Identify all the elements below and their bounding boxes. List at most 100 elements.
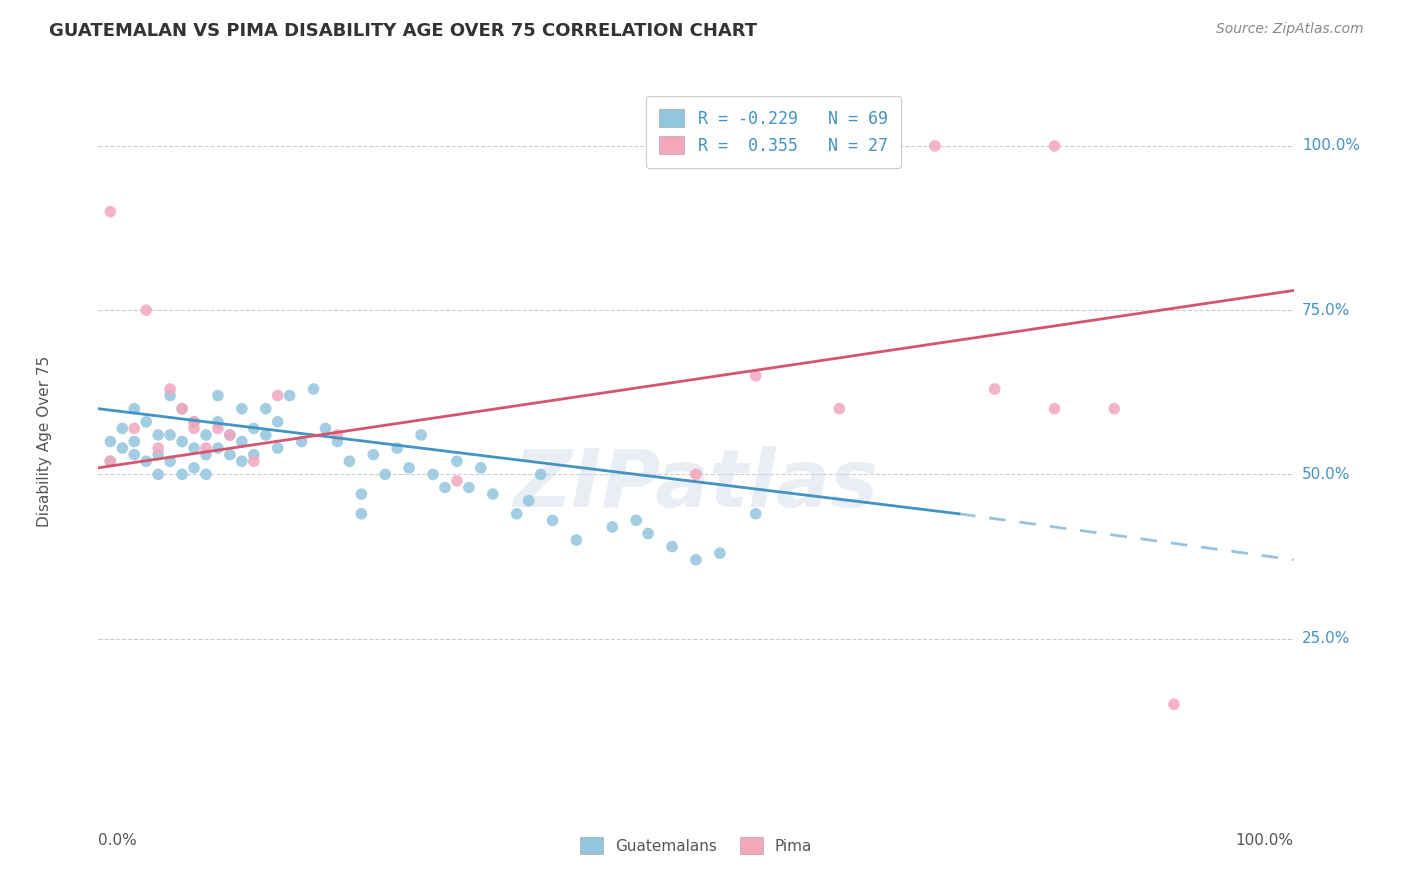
Point — [135, 415, 157, 429]
Point — [804, 139, 827, 153]
Point — [434, 481, 457, 495]
Point — [183, 441, 205, 455]
Point — [124, 401, 146, 416]
Text: 50.0%: 50.0% — [1302, 467, 1350, 482]
Point — [98, 434, 122, 449]
Point — [195, 441, 218, 455]
Point — [661, 540, 683, 554]
Point — [135, 303, 157, 318]
Point — [195, 467, 218, 482]
Point — [254, 428, 277, 442]
Point — [517, 493, 540, 508]
Point — [565, 533, 588, 547]
Point — [398, 460, 420, 475]
Point — [685, 467, 707, 482]
Point — [828, 401, 851, 416]
Point — [148, 428, 170, 442]
Point — [530, 467, 553, 482]
Text: 75.0%: 75.0% — [1302, 302, 1350, 318]
Point — [709, 546, 731, 560]
Point — [745, 507, 768, 521]
Point — [374, 467, 396, 482]
Point — [626, 513, 648, 527]
Point — [219, 428, 242, 442]
Point — [1043, 401, 1066, 416]
Point — [183, 415, 205, 429]
Text: 25.0%: 25.0% — [1302, 632, 1350, 646]
Point — [326, 428, 349, 442]
Point — [350, 507, 373, 521]
Text: GUATEMALAN VS PIMA DISABILITY AGE OVER 75 CORRELATION CHART: GUATEMALAN VS PIMA DISABILITY AGE OVER 7… — [49, 22, 758, 40]
Point — [111, 421, 134, 435]
Point — [183, 415, 205, 429]
Point — [98, 454, 122, 468]
Point — [172, 401, 194, 416]
Point — [267, 388, 290, 402]
Point — [267, 441, 290, 455]
Point — [924, 139, 946, 153]
Point — [148, 467, 170, 482]
Point — [865, 139, 887, 153]
Point — [207, 388, 229, 402]
Point — [124, 421, 146, 435]
Point — [148, 441, 170, 455]
Point — [98, 454, 122, 468]
Point — [385, 441, 409, 455]
Legend: Guatemalans, Pima: Guatemalans, Pima — [574, 831, 818, 860]
Point — [685, 553, 707, 567]
Point — [984, 382, 1007, 396]
Point — [159, 428, 181, 442]
Point — [135, 454, 157, 468]
Point — [637, 526, 659, 541]
Point — [326, 434, 349, 449]
Point — [207, 421, 229, 435]
Point — [1104, 401, 1126, 416]
Point — [159, 454, 181, 468]
Point — [183, 460, 205, 475]
Point — [207, 441, 229, 455]
Point — [172, 467, 194, 482]
Point — [231, 454, 253, 468]
Point — [148, 448, 170, 462]
Point — [602, 520, 624, 534]
Point — [267, 415, 290, 429]
Point — [124, 434, 146, 449]
Point — [219, 448, 242, 462]
Point — [411, 428, 433, 442]
Point — [339, 454, 361, 468]
Point — [446, 454, 468, 468]
Point — [278, 388, 301, 402]
Point — [254, 401, 277, 416]
Point — [159, 382, 181, 396]
Text: Source: ZipAtlas.com: Source: ZipAtlas.com — [1216, 22, 1364, 37]
Text: Disability Age Over 75: Disability Age Over 75 — [37, 356, 52, 527]
Point — [1043, 139, 1066, 153]
Point — [195, 448, 218, 462]
Point — [172, 434, 194, 449]
Point — [207, 415, 229, 429]
Point — [243, 421, 266, 435]
Point — [159, 388, 181, 402]
Point — [458, 481, 481, 495]
Point — [482, 487, 505, 501]
Point — [506, 507, 529, 521]
Point — [315, 421, 337, 435]
Point — [98, 204, 122, 219]
Point — [350, 487, 373, 501]
Text: 100.0%: 100.0% — [1302, 138, 1360, 153]
Point — [243, 454, 266, 468]
Point — [291, 434, 314, 449]
Point — [219, 428, 242, 442]
Point — [231, 434, 253, 449]
Text: 100.0%: 100.0% — [1236, 833, 1294, 848]
Point — [745, 368, 768, 383]
Point — [422, 467, 444, 482]
Point — [470, 460, 492, 475]
Point — [195, 428, 218, 442]
Point — [124, 448, 146, 462]
Point — [231, 401, 253, 416]
Point — [243, 448, 266, 462]
Point — [541, 513, 564, 527]
Point — [172, 401, 194, 416]
Point — [111, 441, 134, 455]
